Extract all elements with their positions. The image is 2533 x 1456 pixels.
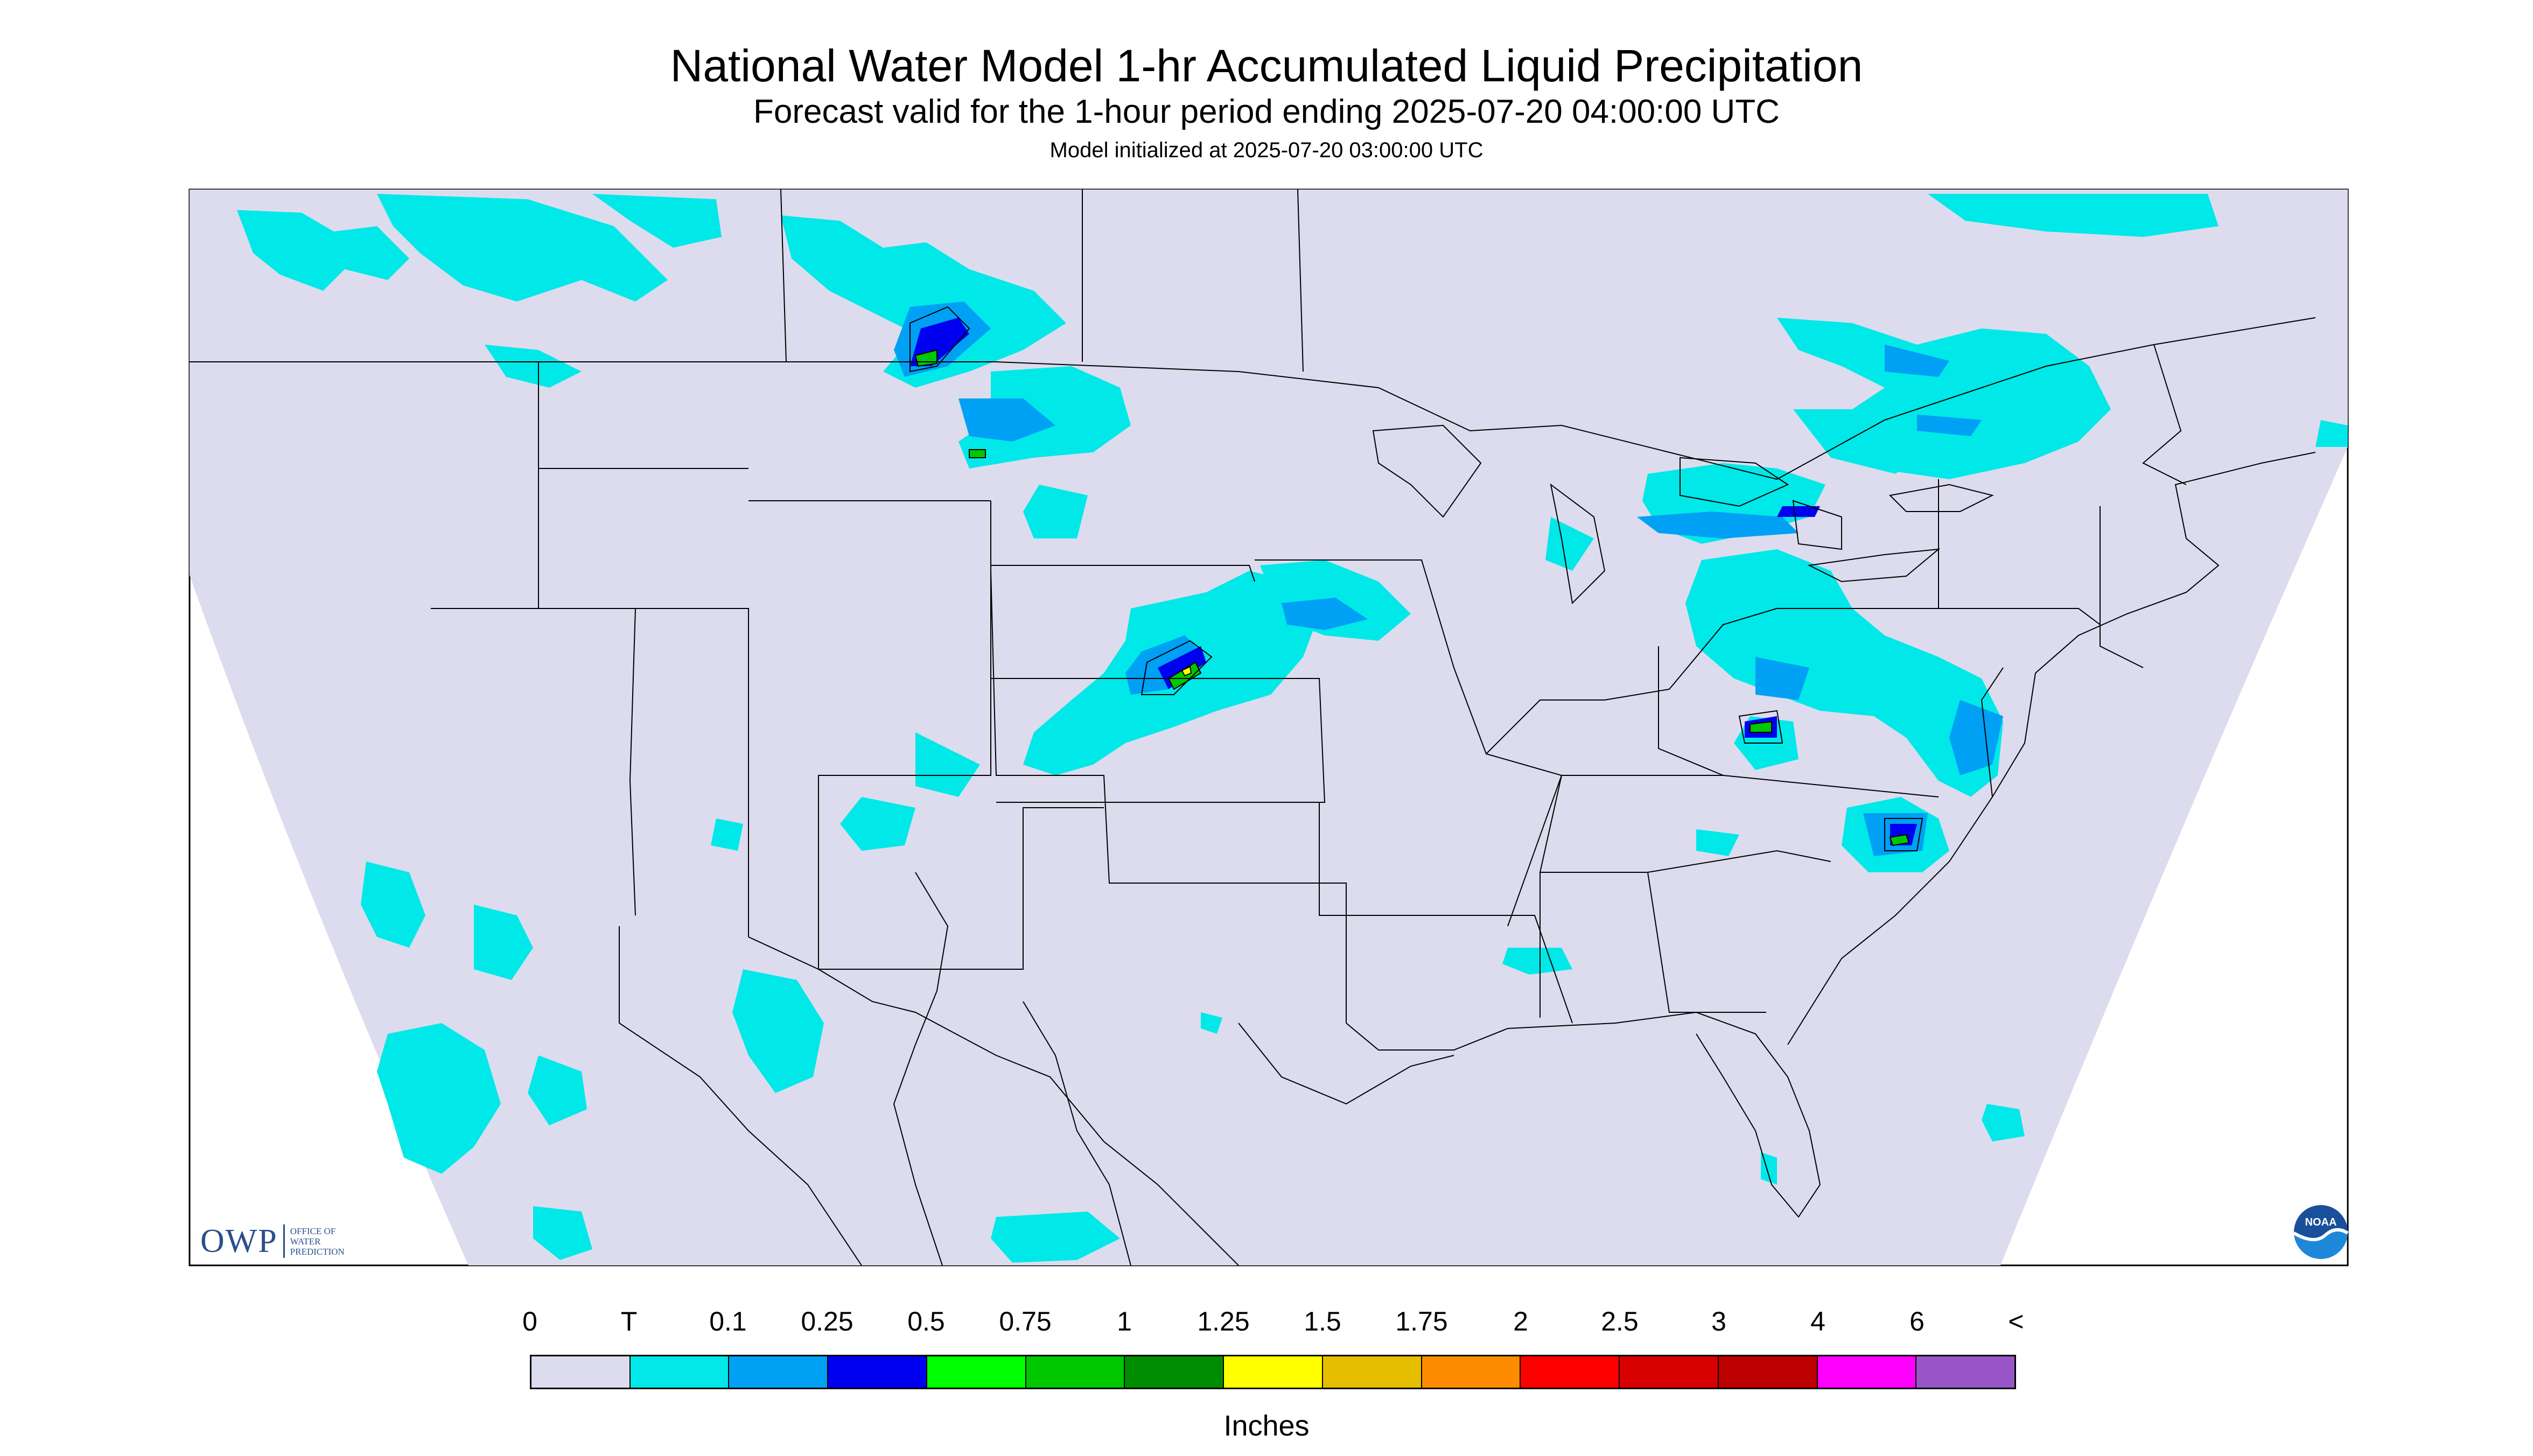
legend-swatch [729,1356,829,1388]
legend-tick-label: 1.75 [1395,1306,1448,1336]
legend-tick-label: 0.5 [907,1306,945,1336]
legend-tick-label: 2 [1513,1306,1528,1336]
legend-tick-label: 0 [522,1306,537,1336]
legend-swatch [630,1356,730,1388]
noaa-logo: NOAA [2293,1205,2349,1259]
owp-text: OFFICE OF WATER PREDICTION [290,1226,345,1257]
legend-tick-label: 2.5 [1601,1306,1639,1336]
forecast-valid-subtitle: Forecast valid for the 1-hour period end… [753,93,1780,130]
noaa-logo-text: NOAA [2305,1216,2337,1228]
legend-tick-label: 4 [1810,1306,1825,1336]
owp-logo: OWP OFFICE OF WATER PREDICTION [200,1222,345,1260]
owp-text-line-2: WATER [290,1236,321,1247]
legend-tick-label: < [2008,1306,2024,1336]
legend-swatch [1620,1356,1719,1388]
legend-swatch [531,1356,631,1388]
legend-swatch [828,1356,927,1388]
model-init-line: Model initialized at 2025-07-20 03:00:00… [1049,138,1484,162]
legend-swatch [927,1356,1026,1388]
legend-tick-label: 3 [1711,1306,1726,1336]
legend-units: Inches [1223,1410,1310,1442]
legend-swatch [1422,1356,1521,1388]
owp-divider [283,1224,285,1258]
model-domain [190,190,2348,1265]
legend-swatch [1224,1356,1323,1388]
owp-letters: OWP [200,1222,278,1259]
precip-legend-bar [530,1355,2016,1389]
legend-tick-label: 1.5 [1304,1306,1341,1336]
legend-tick-label: 6 [1909,1306,1925,1336]
legend-swatch [1026,1356,1125,1388]
legend-tick-label: 1.25 [1197,1306,1250,1336]
precip-contours [909,306,1923,851]
legend-swatch [1916,1356,2015,1388]
owp-text-line-1: OFFICE OF [290,1226,336,1236]
legend-tick-label: 0.75 [999,1306,1052,1336]
state-boundaries [190,189,2316,1266]
legend-tick-label: 0.1 [709,1306,747,1336]
map-title: National Water Model 1-hr Accumulated Li… [670,40,1863,91]
legend-swatch [1323,1356,1422,1388]
legend-swatch [1817,1356,1917,1388]
legend-swatch [1125,1356,1224,1388]
owp-text-line-3: PREDICTION [290,1246,345,1257]
legend-tick-label: T [620,1306,638,1336]
legend-swatch [1718,1356,1818,1388]
legend-swatch [1521,1356,1620,1388]
legend-tick-label: 0.25 [801,1306,853,1336]
legend-tick-label: 1 [1117,1306,1132,1336]
